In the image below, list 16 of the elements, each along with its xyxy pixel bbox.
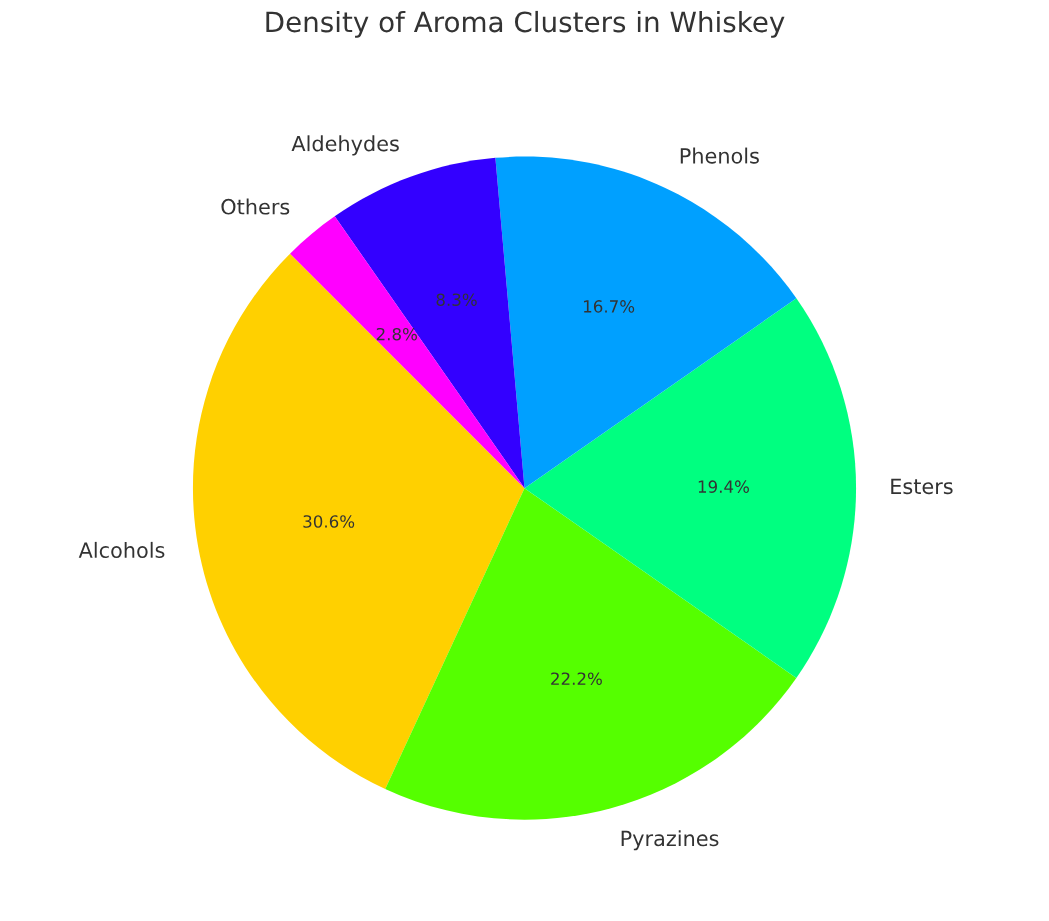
data-label: 2.8% [376, 327, 417, 341]
pie-slice [290, 216, 525, 489]
slice-label: Others [221, 198, 290, 215]
data-label: 30.6% [303, 515, 355, 528]
data-label: 16.7% [584, 300, 635, 313]
data-label: 8.3% [436, 293, 477, 306]
slice-label: Esters [891, 478, 953, 495]
chart-title: Density of Aroma Clusters in Whiskey [266, 10, 785, 38]
slice-label: Aldehydes [291, 135, 399, 156]
pie-slice [192, 253, 525, 790]
data-label: 19.4% [698, 480, 749, 493]
pie-slice [334, 157, 525, 489]
data-label: 22.2% [551, 672, 602, 686]
slice-label: Alcohols [78, 541, 165, 559]
slice-label: Pyrazines [621, 830, 719, 851]
slice-label: Phenols [680, 147, 759, 164]
